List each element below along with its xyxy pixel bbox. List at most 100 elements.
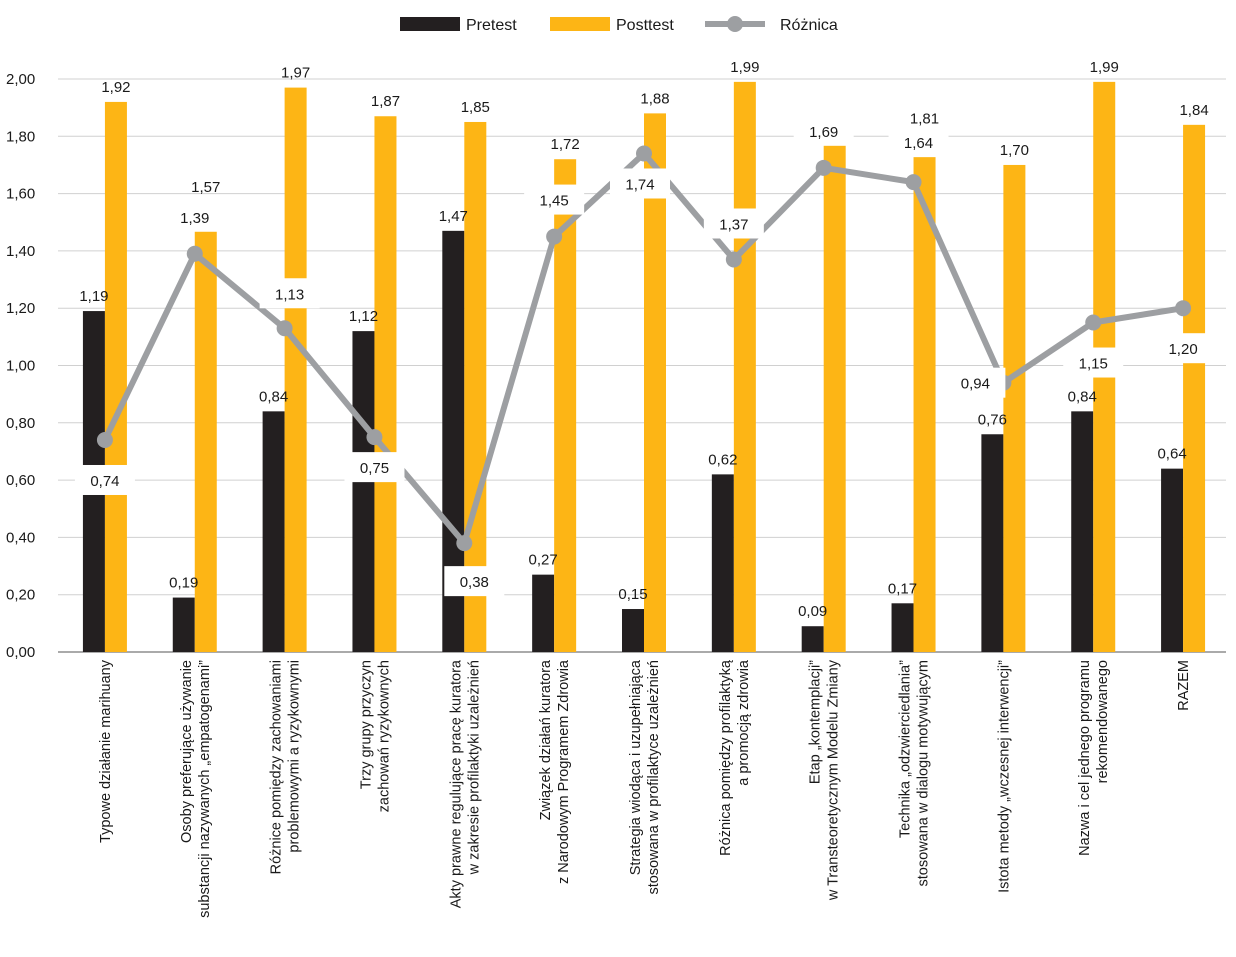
category-label-line: RAZEM (1176, 660, 1192, 711)
label-box-roznica (259, 278, 320, 309)
bar-pretest (1071, 411, 1094, 652)
y-tick-label: 1,40 (6, 243, 35, 260)
label-box-roznica (793, 115, 854, 146)
label-roznica: 0,38 (460, 574, 489, 591)
label-posttest: 1,70 (1000, 142, 1029, 159)
bar-pretest (172, 597, 195, 652)
y-tick-label: 0,80 (6, 415, 35, 432)
label-pretest: 1,47 (439, 208, 468, 225)
label-pretest: 1,12 (349, 308, 378, 325)
legend-swatch-pretest (400, 17, 460, 31)
point-roznica (186, 245, 203, 262)
bar-posttest (104, 101, 127, 653)
y-tick-label: 1,80 (6, 128, 35, 145)
category-label: Nazwa i cel jednego programu rekomendowan… (1077, 660, 1111, 856)
bar-pretest (891, 603, 914, 652)
label-roznica: 1,13 (275, 286, 304, 303)
label-pretest: 1,19 (79, 288, 108, 305)
label-pretest: 0,84 (1068, 388, 1097, 405)
point-roznica (276, 320, 293, 337)
category-label: RAZEM (1176, 660, 1192, 711)
category-label: Akty prawne regulujące pracę kuratora w z… (448, 659, 482, 908)
bar-posttest (284, 87, 307, 653)
category-label: Strategia wiodąca i uzupełniająca stosowa… (628, 659, 662, 894)
label-posttest: 1,88 (640, 90, 669, 107)
label-posttest: 1,99 (1090, 59, 1119, 76)
legend-marker-roznica (727, 16, 743, 32)
label-posttest: 1,85 (461, 99, 490, 116)
category-label-line: rekomendowanego (1095, 660, 1111, 783)
category-label-line: stosowana w dialogu motywującym (916, 660, 932, 886)
category-label-line: substancji nazywanych „empatogenami” (197, 660, 213, 918)
label-posttest: 1,99 (730, 59, 759, 76)
bar-posttest (554, 159, 577, 652)
y-tick-label: 2,00 (6, 71, 35, 88)
bar-pretest (801, 626, 824, 652)
label-pretest: 0,15 (618, 586, 647, 603)
bar-posttest (913, 133, 936, 652)
category-label-line: z Narodowym Programem Zdrowia (556, 659, 572, 884)
category-label-line: Istota metody „wczesnej interwencji” (996, 660, 1012, 893)
bar-pretest (532, 574, 555, 652)
label-box-roznica (344, 452, 405, 483)
category-label-line: Związek działań kuratora (538, 659, 554, 820)
legend-swatch-posttest (550, 17, 610, 31)
category-label: Istota metody „wczesnej interwencji” (996, 660, 1012, 893)
category-label: Różnica pomiędzy profilaktyką a promocją … (718, 659, 752, 856)
y-tick-label: 0,60 (6, 472, 35, 489)
label-roznica: 0,94 (961, 376, 990, 393)
category-label-line: Trzy grupy przyczyn (358, 660, 374, 789)
label-box-roznica (703, 208, 764, 239)
y-tick-label: 1,00 (6, 358, 35, 375)
point-roznica (905, 174, 922, 191)
y-tick-label: 0,00 (6, 644, 35, 661)
y-axis: 0,00 0,20 0,40 0,60 0,80 1,00 1,20 1,40 1,60 1,80… (6, 71, 35, 661)
label-box-roznica (1153, 333, 1214, 364)
point-roznica (456, 535, 473, 552)
bar-pretest (981, 434, 1004, 652)
label-pretest: 0,76 (978, 411, 1007, 428)
label-pretest: 0,19 (169, 575, 198, 592)
y-tick-label: 0,40 (6, 529, 35, 546)
label-pretest: 0,84 (259, 388, 288, 405)
label-box-roznica (444, 566, 505, 597)
point-roznica (636, 145, 652, 162)
gridlines (58, 78, 1226, 653)
category-label-line: Strategia wiodąca i uzupełniająca (628, 659, 644, 875)
y-tick-label: 1,20 (6, 300, 35, 317)
label-roznica: 1,64 (904, 135, 933, 152)
category-label: Etap „kontemplacji” w Transteoretycznym M… (808, 659, 842, 901)
label-posttest: 1,72 (551, 136, 580, 153)
label-roznica: 1,37 (719, 216, 748, 233)
category-label-line: Różnica pomiędzy profilaktyką (718, 659, 734, 856)
label-posttest: 1,84 (1179, 102, 1208, 119)
category-label-line: Różnice pomiędzy zachowaniami (269, 660, 285, 874)
x-axis: Typowe działanie marihuany Osoby preferuj… (98, 659, 1192, 918)
bar-posttest (823, 142, 846, 652)
label-pretest: 0,64 (1157, 446, 1186, 463)
category-label: Osoby preferujące używanie substancji naz… (179, 660, 213, 918)
category-label-line: w Transteoretycznym Modelu Zmiany (826, 659, 842, 901)
legend-label: Różnica (780, 17, 838, 34)
bar-pretest (262, 411, 285, 652)
category-label-line: Etap „kontemplacji” (808, 660, 824, 784)
category-label: Technika „odzwierciedlania” stosowana w d… (898, 660, 932, 887)
category-label-line: Nazwa i cel jednego programu (1077, 660, 1093, 856)
data-labels: 1,92 1,19 1,57 0,19 1,97 0,84 1,87 1,12 1,85 1,47… (74, 59, 1214, 620)
category-label: Trzy grupy przyczyn zachowań ryzykownych (358, 660, 392, 812)
category-label-line: problemowymi a ryzykownymi (287, 660, 303, 853)
label-box-roznica (164, 201, 225, 232)
bar-posttest (1183, 124, 1206, 653)
label-roznica: 1,20 (1168, 341, 1197, 358)
label-box-roznica (74, 464, 135, 495)
y-tick-label: 0,20 (6, 587, 35, 604)
category-label-line: zachowań ryzykownych (376, 660, 392, 812)
label-roznica: 0,74 (90, 473, 119, 490)
point-roznica (1175, 300, 1192, 317)
label-posttest: 1,92 (101, 79, 130, 96)
bars (82, 81, 1206, 653)
point-roznica (815, 159, 832, 176)
bar-posttest (1003, 164, 1026, 652)
y-tick-label: 1,60 (6, 186, 35, 203)
